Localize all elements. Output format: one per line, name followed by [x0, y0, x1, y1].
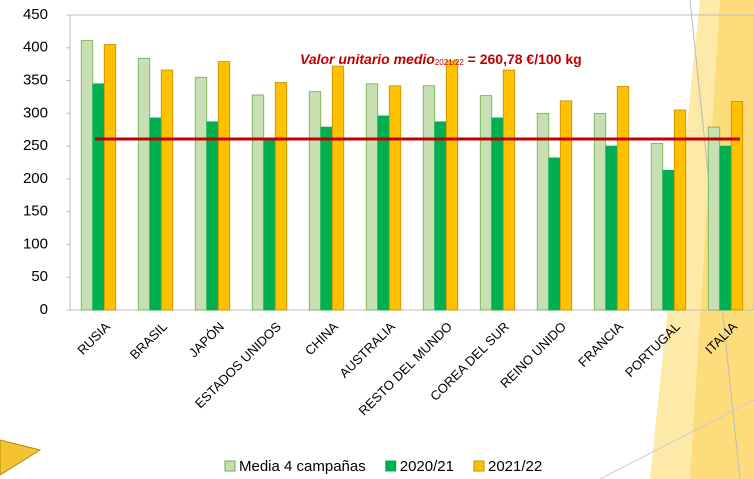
- bar: [206, 121, 219, 311]
- legend: Media 4 campañas 2020/21 2021/22: [224, 458, 542, 475]
- bar: [730, 101, 744, 311]
- bar: [536, 112, 550, 311]
- bar: [422, 85, 436, 311]
- bar: [559, 100, 573, 311]
- bar: [149, 117, 162, 311]
- bar: [274, 82, 288, 311]
- y-tick-label: 200: [23, 170, 48, 187]
- reference-label: Valor unitario medio2021/22 = 260,78 €/1…: [300, 51, 582, 67]
- y-tick-label: 0: [40, 301, 48, 318]
- bar: [331, 65, 345, 311]
- bar: [251, 94, 265, 311]
- legend-label: 2020/21: [400, 458, 454, 475]
- y-tick-label: 50: [31, 268, 48, 285]
- bar: [605, 145, 618, 311]
- legend-swatch: [473, 460, 485, 472]
- bar: [434, 121, 447, 311]
- bar: [616, 86, 630, 311]
- bar: [662, 169, 675, 311]
- bar: [160, 69, 174, 311]
- bar: [719, 145, 732, 311]
- x-tick-label: AUSTRALIA: [336, 319, 398, 381]
- reference-label-part: = 260,78 €/100 kg: [464, 51, 582, 67]
- y-tick-label: 150: [23, 203, 48, 220]
- reference-label-part: Valor unitario medio: [300, 51, 435, 67]
- legend-label: Media 4 campañas: [239, 458, 366, 475]
- y-tick-label: 250: [23, 137, 48, 154]
- bar: [263, 137, 276, 311]
- y-tick-label: 400: [23, 39, 48, 56]
- decor: [599, 399, 754, 479]
- x-tick-label: JAPÓN: [186, 319, 227, 360]
- bar: [593, 112, 607, 311]
- bar: [80, 40, 94, 311]
- reference-label-part: 2021/22: [435, 58, 464, 67]
- bar: [194, 76, 208, 311]
- x-tick-label: BRASIL: [127, 319, 170, 362]
- y-tick-label: 350: [23, 72, 48, 89]
- bar: [137, 57, 151, 311]
- bar: [491, 117, 504, 311]
- bar: [707, 126, 721, 311]
- bar: [502, 69, 516, 311]
- bar: [377, 115, 390, 311]
- bar: [673, 109, 687, 311]
- bar: [308, 91, 322, 311]
- x-tick-label: CHINA: [302, 319, 341, 358]
- legend-swatch: [224, 460, 236, 472]
- bar: [445, 60, 459, 311]
- decor: [0, 439, 42, 476]
- x-tick-label: FRANCIA: [575, 319, 626, 370]
- y-tick-label: 300: [23, 104, 48, 121]
- plot-frame: [69, 14, 754, 311]
- bar: [92, 83, 105, 311]
- x-tick-label: RESTO DEL MUNDO: [356, 319, 455, 418]
- bar: [103, 44, 117, 311]
- bar: [365, 83, 379, 311]
- bar: [320, 126, 333, 311]
- bar: [650, 143, 664, 311]
- y-tick-label: 450: [23, 6, 48, 23]
- legend-label: 2021/22: [488, 458, 542, 475]
- x-tick-label: RUSIA: [74, 319, 113, 358]
- bar: [388, 85, 402, 311]
- bar: [217, 61, 231, 311]
- y-tick-label: 100: [23, 235, 48, 252]
- bar: [548, 157, 561, 311]
- legend-swatch: [385, 460, 397, 472]
- bar: [479, 95, 493, 311]
